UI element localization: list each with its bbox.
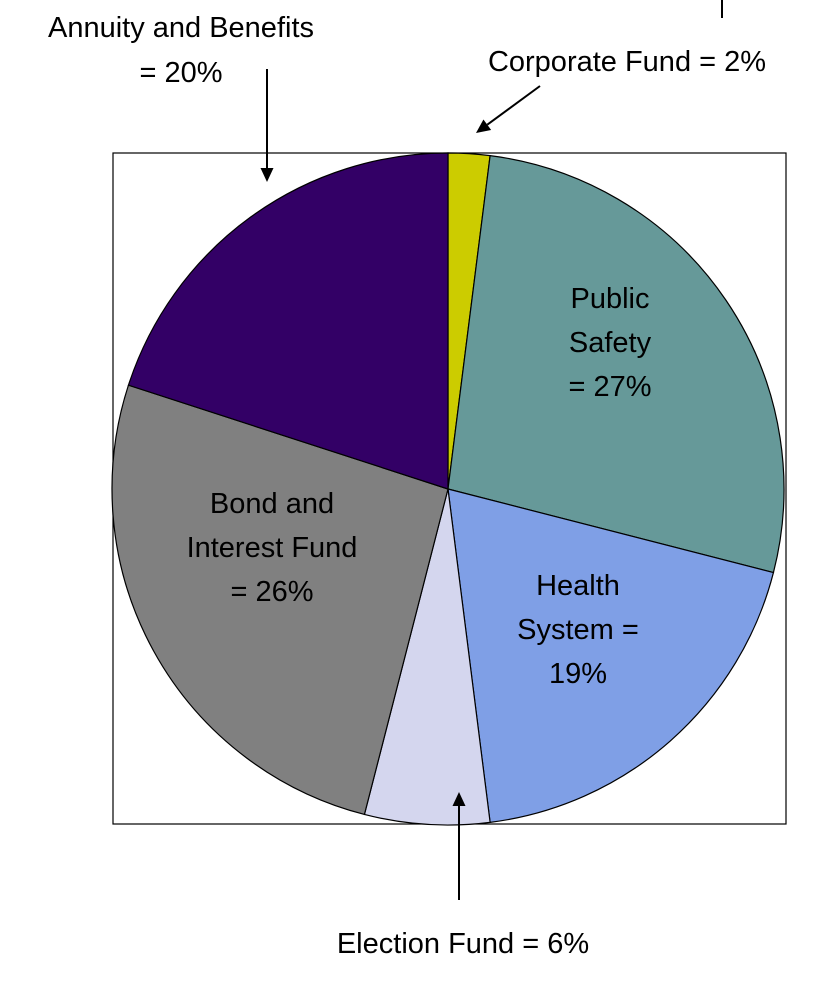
pie-slices — [111, 152, 785, 826]
slice-health-system — [447, 488, 775, 824]
callout-arrows — [260, 69, 541, 900]
label-bond-and-interest-fund: Bond and Interest Fund = 26% — [187, 488, 358, 608]
arrow-corporate-fund-head — [476, 119, 492, 133]
slice-annuity-and-benefits — [127, 152, 449, 490]
label-annuity-and-benefits: Annuity and Benefits = 20% — [48, 12, 314, 89]
label-health-system: Health System = 19% — [517, 570, 639, 690]
arrow-corporate-fund-shaft — [486, 85, 541, 126]
slice-labels: Corporate Fund = 2% Public Safety = 27% Heal… — [48, 12, 766, 960]
arrow-election-fund-head — [452, 792, 466, 806]
label-election-fund: Election Fund = 6% — [337, 928, 589, 960]
slice-election-fund — [363, 488, 491, 826]
slice-bond-and-interest-fund — [111, 384, 449, 816]
slice-public-safety — [447, 154, 785, 574]
label-corporate-fund: Corporate Fund = 2% — [488, 46, 766, 78]
label-public-safety: Public Safety = 27% — [568, 283, 651, 403]
arrow-annuity-and-benefits-head — [260, 168, 274, 182]
